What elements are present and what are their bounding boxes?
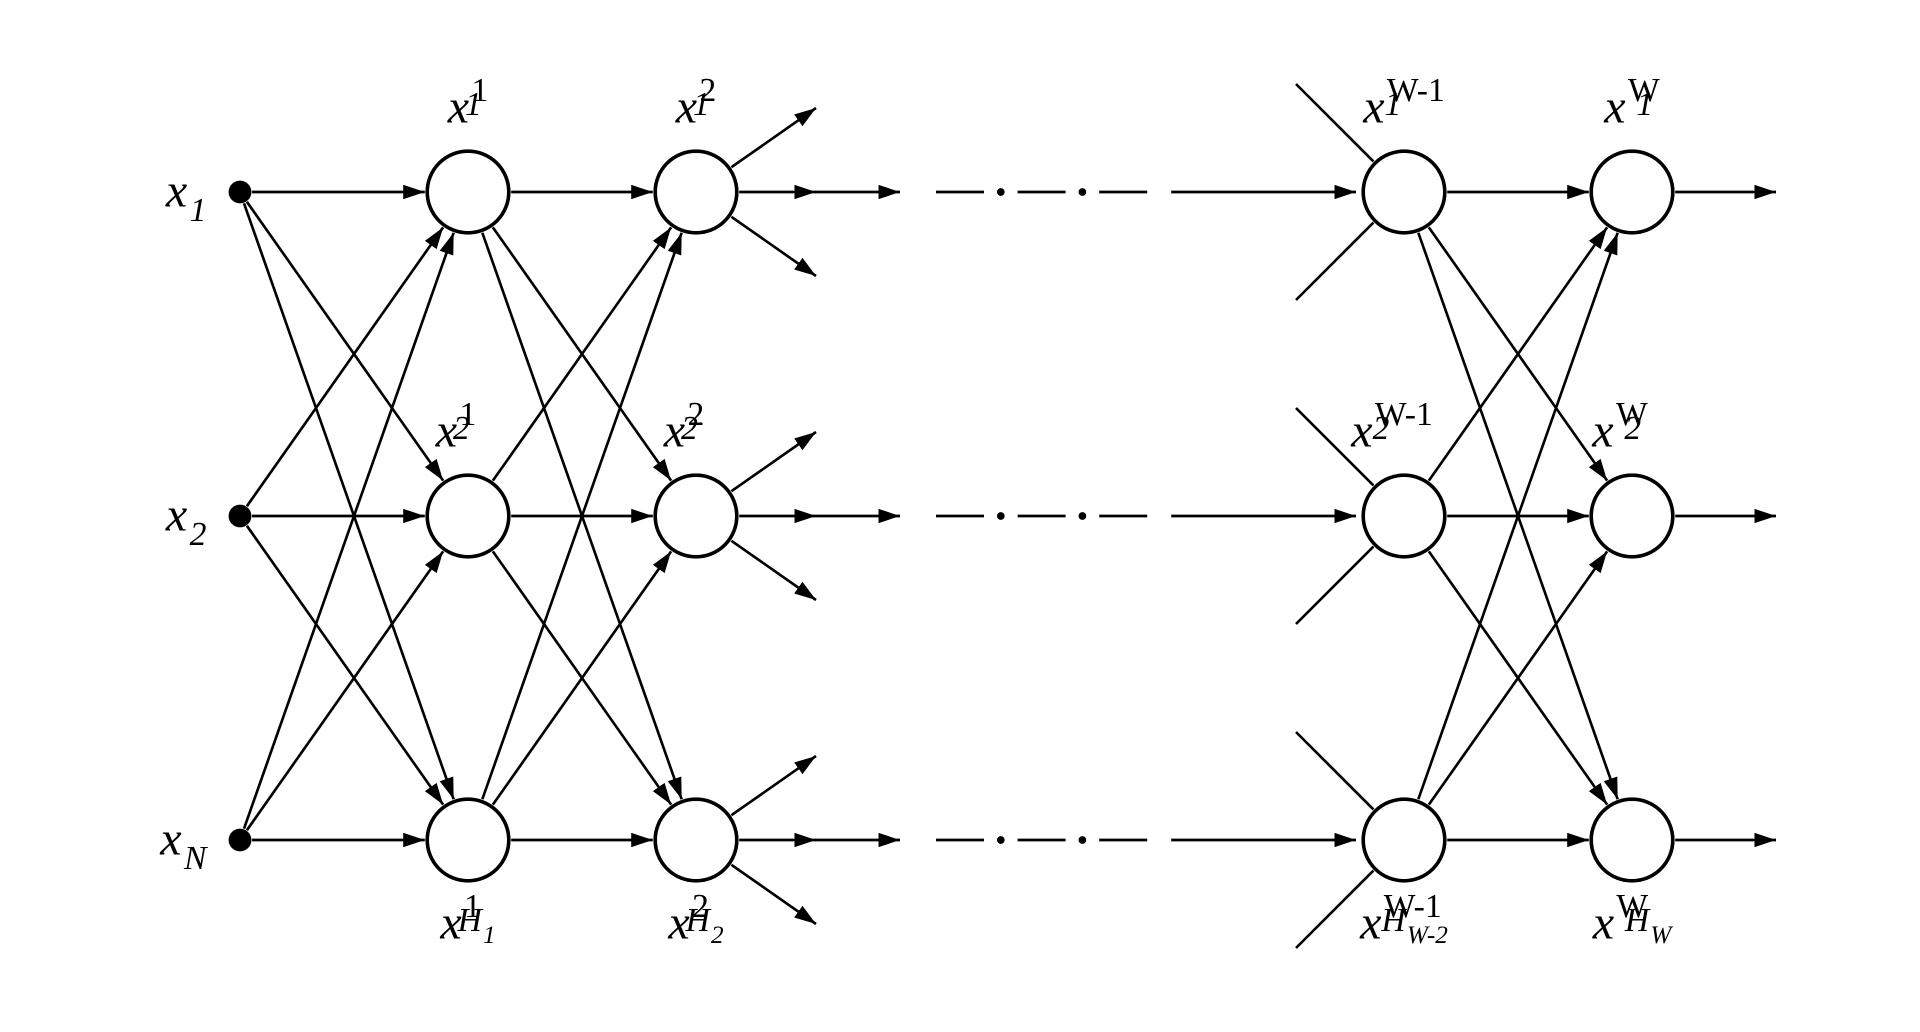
edge-stub-arrow [731, 217, 816, 276]
ellipsis-dot [997, 836, 1005, 844]
hidden-node [1363, 151, 1445, 233]
edge-stub-line [1296, 223, 1373, 300]
hidden-node [655, 799, 737, 881]
edge-stub-line [1296, 547, 1373, 624]
math-label: x22 [663, 396, 705, 458]
math-label: x12 [435, 396, 477, 458]
hidden-node [1591, 475, 1673, 557]
diagram-container: x1 x2 xN x11 x12 x1H1 x21 x22 x2H2 xW-11 xW-12 xW-1… [0, 0, 1920, 1032]
math-label: x11 [447, 72, 489, 134]
math-label: x2 [165, 488, 207, 552]
edge-arrow [247, 526, 443, 805]
math-label: xW-1HW-2 [1359, 888, 1448, 950]
input-node [230, 182, 249, 201]
math-label: xW1 [1603, 72, 1660, 134]
hidden-node [1363, 799, 1445, 881]
math-label: xW-11 [1362, 72, 1445, 134]
input-node [230, 830, 249, 849]
edge-stub-arrow [731, 432, 816, 491]
edge-arrow [247, 227, 443, 506]
math-label: x1 [165, 164, 207, 228]
edge-arrow [244, 203, 454, 799]
hidden-node [655, 475, 737, 557]
math-label: xN [159, 812, 208, 876]
ellipsis-dot [1079, 836, 1087, 844]
hidden-node [655, 151, 737, 233]
ellipsis-dot [997, 512, 1005, 520]
edge-stub-arrow [731, 865, 816, 924]
hidden-node [1591, 799, 1673, 881]
hidden-node [427, 799, 509, 881]
math-label: x21 [675, 72, 717, 134]
edge-stub-line [1296, 732, 1373, 809]
math-label: xWHW [1592, 888, 1674, 950]
math-label: x2H2 [667, 888, 724, 950]
edge-arrow [244, 233, 454, 829]
edge-stub-arrow [731, 756, 816, 815]
edge-arrow [247, 551, 443, 830]
math-label: x1H1 [439, 888, 495, 950]
hidden-node [1363, 475, 1445, 557]
edge-stub-line [1296, 84, 1373, 161]
input-node [230, 506, 249, 525]
hidden-node [427, 151, 509, 233]
edge-stub-arrow [731, 541, 816, 600]
ellipsis-dot [1079, 512, 1087, 520]
ellipsis-dot [997, 188, 1005, 196]
neural-net-diagram: x1 x2 xN x11 x12 x1H1 x21 x22 x2H2 xW-11 xW-12 xW-1… [0, 0, 1920, 1032]
math-label: xW2 [1591, 396, 1648, 458]
hidden-node [1591, 151, 1673, 233]
edge-stub-arrow [731, 108, 816, 167]
ellipsis-dot [1079, 188, 1087, 196]
math-label: xW-12 [1350, 396, 1433, 458]
edge-arrow [247, 202, 443, 481]
hidden-node [427, 475, 509, 557]
